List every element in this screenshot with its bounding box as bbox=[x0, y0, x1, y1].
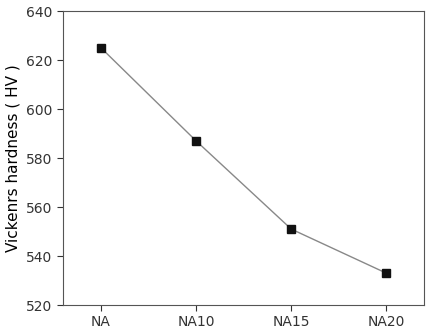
Y-axis label: Vickenrs hardness ( HV ): Vickenrs hardness ( HV ) bbox=[6, 64, 21, 252]
